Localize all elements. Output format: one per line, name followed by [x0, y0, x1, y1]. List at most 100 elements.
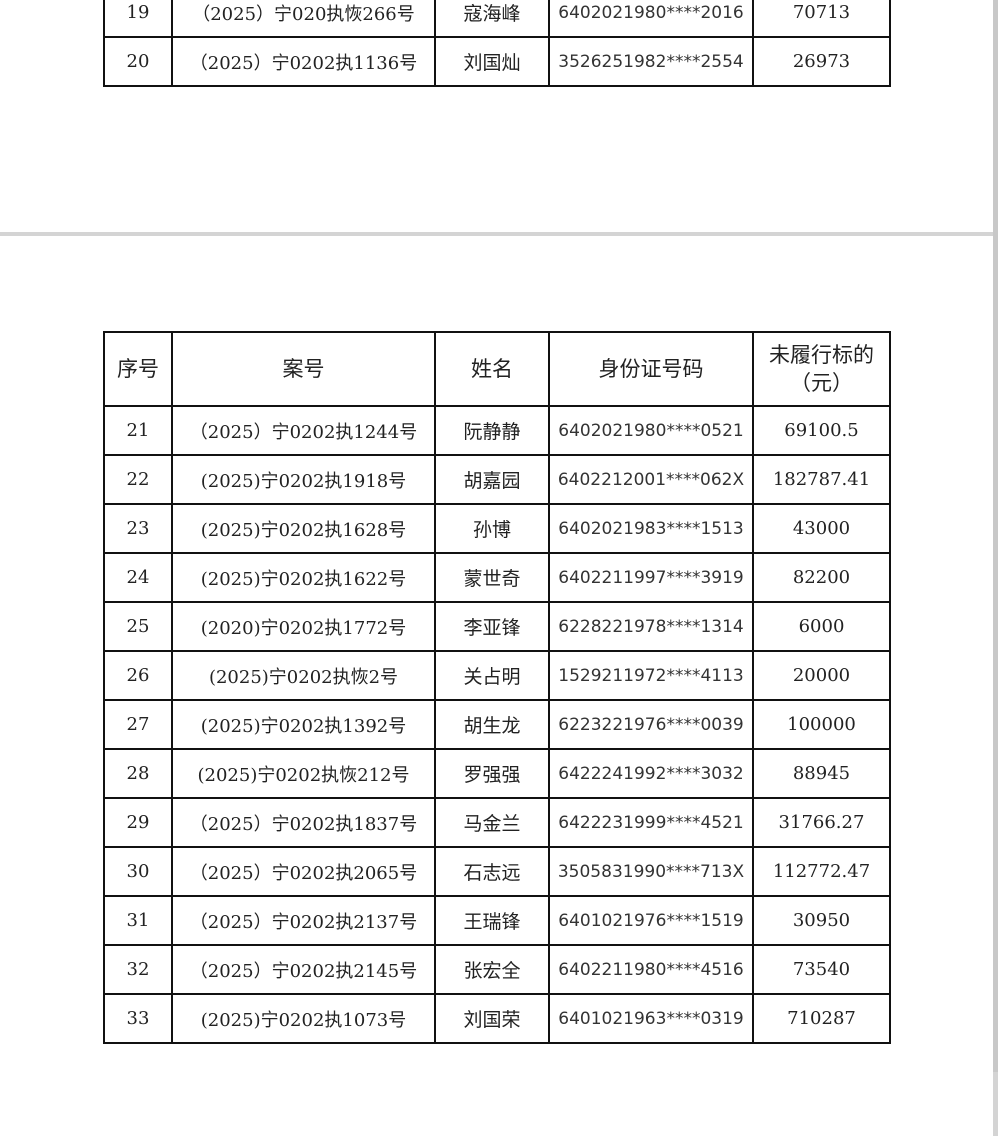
unpaid-amount: 70713 [752, 0, 891, 38]
table-row: 29 （2025）宁0202执1837号 马金兰 6422231999****4521… [103, 797, 891, 848]
id-number: 6402021980****0521 [548, 405, 754, 456]
header-case-number: 案号 [171, 331, 436, 407]
row-index: 30 [103, 846, 173, 897]
table-row: 28 (2025)宁0202执恢212号 罗强强 6422241992****3032… [103, 748, 891, 799]
debtor-table-page-2: 序号 案号 姓名 身份证号码 未履行标的（元） 21 （2025）宁0202执12… [103, 331, 891, 1044]
table-header-row: 序号 案号 姓名 身份证号码 未履行标的（元） [103, 331, 891, 407]
unpaid-amount: 100000 [752, 699, 891, 750]
row-index: 19 [103, 0, 173, 38]
row-index: 24 [103, 552, 173, 603]
id-number: 6422231999****4521 [548, 797, 754, 848]
scrollbar[interactable] [993, 0, 998, 1072]
person-name: 李亚锋 [434, 601, 550, 652]
row-index: 23 [103, 503, 173, 554]
person-name: 寇海峰 [434, 0, 550, 38]
unpaid-amount: 26973 [752, 36, 891, 87]
table-row: 27 (2025)宁0202执1392号 胡生龙 6223221976****0039… [103, 699, 891, 750]
row-index: 21 [103, 405, 173, 456]
unpaid-amount: 43000 [752, 503, 891, 554]
table-row: 30 （2025）宁0202执2065号 石志远 3505831990****713X… [103, 846, 891, 897]
unpaid-amount: 20000 [752, 650, 891, 701]
table-row: 25 (2020)宁0202执1772号 李亚锋 6228221978****1314… [103, 601, 891, 652]
case-number: （2025）宁0202执2137号 [171, 895, 436, 946]
table-row: 21 （2025）宁0202执1244号 阮静静 6402021980****0521… [103, 405, 891, 456]
document-page-1: 19 （2025）宁020执恢266号 寇海峰 6402021980****2016 7… [0, 0, 993, 232]
unpaid-amount: 31766.27 [752, 797, 891, 848]
id-number: 6402211997****3919 [548, 552, 754, 603]
row-index: 25 [103, 601, 173, 652]
table-row: 33 (2025)宁0202执1073号 刘国荣 6401021963****0319… [103, 993, 891, 1044]
person-name: 石志远 [434, 846, 550, 897]
case-number: (2025)宁0202执1918号 [171, 454, 436, 505]
table-row: 19 （2025）宁020执恢266号 寇海峰 6402021980****2016 7… [103, 0, 891, 38]
unpaid-amount: 88945 [752, 748, 891, 799]
unpaid-amount: 710287 [752, 993, 891, 1044]
id-number: 6402212001****062X [548, 454, 754, 505]
case-number: (2020)宁0202执1772号 [171, 601, 436, 652]
unpaid-amount: 73540 [752, 944, 891, 995]
table-row: 23 (2025)宁0202执1628号 孙博 6402021983****1513 4… [103, 503, 891, 554]
case-number: （2025）宁0202执1244号 [171, 405, 436, 456]
row-index: 28 [103, 748, 173, 799]
row-index: 33 [103, 993, 173, 1044]
unpaid-amount: 6000 [752, 601, 891, 652]
table-row: 31 （2025）宁0202执2137号 王瑞锋 6401021976****1519… [103, 895, 891, 946]
case-number: （2025）宁020执恢266号 [171, 0, 436, 38]
unpaid-amount: 30950 [752, 895, 891, 946]
case-number: (2025)宁0202执1392号 [171, 699, 436, 750]
case-number: （2025）宁0202执1136号 [171, 36, 436, 87]
person-name: 关占明 [434, 650, 550, 701]
row-index: 27 [103, 699, 173, 750]
case-number: （2025）宁0202执2145号 [171, 944, 436, 995]
person-name: 胡生龙 [434, 699, 550, 750]
table-row: 32 （2025）宁0202执2145号 张宏全 6402211980****4516… [103, 944, 891, 995]
row-index: 26 [103, 650, 173, 701]
person-name: 马金兰 [434, 797, 550, 848]
id-number: 3526251982****2554 [548, 36, 754, 87]
person-name: 刘国荣 [434, 993, 550, 1044]
unpaid-amount: 182787.41 [752, 454, 891, 505]
row-index: 29 [103, 797, 173, 848]
case-number: (2025)宁0202执1628号 [171, 503, 436, 554]
debtor-table-page-1: 19 （2025）宁020执恢266号 寇海峰 6402021980****2016 7… [103, 0, 891, 87]
row-index: 20 [103, 36, 173, 87]
row-index: 22 [103, 454, 173, 505]
unpaid-amount: 82200 [752, 552, 891, 603]
header-index: 序号 [103, 331, 173, 407]
document-page-2: 序号 案号 姓名 身份证号码 未履行标的（元） 21 （2025）宁0202执12… [0, 236, 993, 1136]
row-index: 31 [103, 895, 173, 946]
person-name: 孙博 [434, 503, 550, 554]
person-name: 王瑞锋 [434, 895, 550, 946]
id-number: 6402021983****1513 [548, 503, 754, 554]
table-row: 24 (2025)宁0202执1622号 蒙世奇 6402211997****3919… [103, 552, 891, 603]
person-name: 罗强强 [434, 748, 550, 799]
id-number: 6401021963****0319 [548, 993, 754, 1044]
person-name: 阮静静 [434, 405, 550, 456]
table-row: 20 （2025）宁0202执1136号 刘国灿 3526251982****2554… [103, 36, 891, 87]
id-number: 1529211972****4113 [548, 650, 754, 701]
person-name: 胡嘉园 [434, 454, 550, 505]
case-number: (2025)宁0202执恢212号 [171, 748, 436, 799]
row-index: 32 [103, 944, 173, 995]
header-name: 姓名 [434, 331, 550, 407]
id-number: 6228221978****1314 [548, 601, 754, 652]
id-number: 3505831990****713X [548, 846, 754, 897]
unpaid-amount: 69100.5 [752, 405, 891, 456]
header-unpaid-amount: 未履行标的（元） [752, 331, 891, 407]
id-number: 6422241992****3032 [548, 748, 754, 799]
id-number: 6223221976****0039 [548, 699, 754, 750]
table-row: 22 (2025)宁0202执1918号 胡嘉园 6402212001****062X… [103, 454, 891, 505]
case-number: （2025）宁0202执2065号 [171, 846, 436, 897]
case-number: (2025)宁0202执1073号 [171, 993, 436, 1044]
table-row: 26 (2025)宁0202执恢2号 关占明 1529211972****4113 20… [103, 650, 891, 701]
id-number: 6402211980****4516 [548, 944, 754, 995]
person-name: 张宏全 [434, 944, 550, 995]
case-number: (2025)宁0202执恢2号 [171, 650, 436, 701]
id-number: 6402021980****2016 [548, 0, 754, 38]
id-number: 6401021976****1519 [548, 895, 754, 946]
case-number: （2025）宁0202执1837号 [171, 797, 436, 848]
case-number: (2025)宁0202执1622号 [171, 552, 436, 603]
person-name: 刘国灿 [434, 36, 550, 87]
header-id-number: 身份证号码 [548, 331, 754, 407]
unpaid-amount: 112772.47 [752, 846, 891, 897]
